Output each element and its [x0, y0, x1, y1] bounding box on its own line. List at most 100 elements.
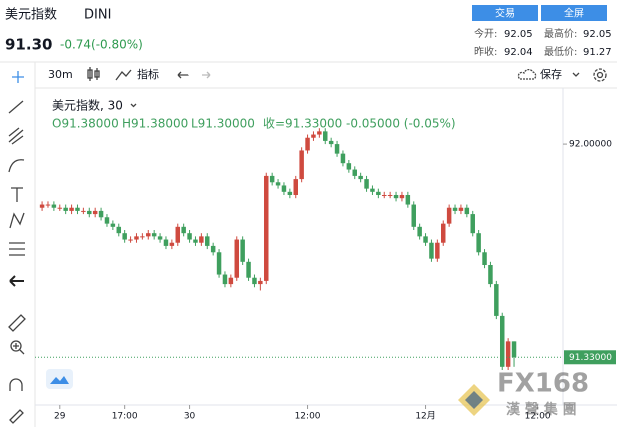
candle-body [146, 233, 151, 237]
candle-body [228, 277, 234, 285]
redo-icon[interactable] [202, 71, 211, 79]
trade-button[interactable] [472, 5, 538, 21]
interval-button[interactable]: 30m [48, 68, 73, 81]
candle-body [470, 214, 475, 234]
candle-body [216, 252, 222, 275]
candle-body [157, 236, 163, 240]
candle-type-icon[interactable] [87, 67, 100, 81]
last-price-box [564, 350, 616, 365]
candle-body [452, 207, 458, 211]
candle-body [104, 217, 110, 224]
x-tick-label: 17:00 [112, 412, 138, 422]
candle-body [346, 163, 352, 170]
trade-button-label[interactable]: 交易 [495, 7, 515, 20]
stat-value: 92.05 [504, 29, 533, 40]
candle-body [98, 210, 104, 218]
stat-label: 最低价: [544, 45, 577, 58]
candle-body [488, 265, 493, 285]
candle-body [275, 182, 281, 186]
indicator-icon[interactable] [115, 69, 132, 81]
candle-body [205, 236, 210, 246]
candle-body [39, 204, 45, 208]
chart-title-menu[interactable] [130, 103, 137, 108]
candle-body [399, 195, 405, 199]
candle-body [299, 150, 304, 180]
x-tick-label: 12月 [415, 411, 435, 422]
candle-body [140, 236, 145, 238]
candle-body [45, 204, 51, 206]
candle-body [128, 239, 133, 241]
fullscreen-button-label[interactable]: 全屏 [564, 7, 584, 20]
watermark-logo-inner [465, 391, 483, 409]
candle-body [87, 210, 92, 215]
legend-value: 收=91.33000 [263, 117, 342, 131]
candle-body [446, 207, 452, 224]
candle-body [264, 175, 269, 281]
candle-body [51, 204, 57, 208]
x-tick-label: 30 [184, 412, 196, 422]
x-tick-label: 12:00 [295, 412, 321, 422]
save-button[interactable]: 保存 [540, 67, 562, 81]
drawing-tools[interactable] [8, 71, 26, 424]
candle-body [269, 175, 275, 183]
candle-body [281, 185, 287, 192]
fullscreen-button[interactable] [541, 5, 607, 21]
candle-body [199, 236, 204, 243]
candle-body [334, 144, 340, 154]
last-price-label: 91.33000 [569, 353, 612, 363]
x-tick-label: 12:00 [525, 412, 551, 422]
candle-body [387, 195, 393, 196]
stat-value: 92.05 [583, 29, 612, 40]
candle-body [352, 169, 357, 176]
stat-label: 今开: [474, 27, 497, 40]
candle-body [364, 179, 369, 189]
stat-label: 昨收: [474, 45, 497, 58]
candle-body [193, 239, 198, 243]
legend-value: -0.05000 (-0.05%) [346, 117, 456, 131]
candle-body [181, 226, 186, 234]
settings-icon-center [596, 71, 604, 79]
candle-body [163, 239, 169, 246]
candle-body [234, 239, 240, 278]
candle-body [69, 207, 74, 211]
ohlc-legend: O91.38000 H91.38000 L91.30000 收=91.33000 -0.… [52, 117, 456, 131]
settings-icon[interactable] [593, 68, 607, 82]
candle-body [187, 233, 192, 240]
price-change: -0.74(-0.80%) [60, 38, 143, 52]
candle-body [464, 207, 470, 215]
candle-body [482, 252, 487, 265]
candle-body [151, 233, 157, 237]
logo-badge [46, 369, 73, 389]
candle-body [505, 341, 511, 367]
legend-value: O91.38000 [52, 117, 119, 131]
indicator-button[interactable]: 指标 [137, 67, 159, 81]
candle-body [57, 207, 63, 209]
candle-body [323, 131, 328, 141]
candle-body [75, 207, 80, 211]
candle-body [287, 191, 293, 195]
candle-body [258, 280, 263, 285]
candle-body [411, 204, 416, 227]
y-tick-label: 92.00000 [569, 140, 612, 150]
stat-value: 92.04 [504, 47, 533, 58]
candle-body [63, 207, 68, 211]
candle-body [210, 245, 216, 253]
candle-body [305, 137, 310, 151]
cloud-icon[interactable] [517, 68, 537, 80]
candle-body [222, 274, 228, 285]
candle-body [358, 175, 363, 180]
candle-body [435, 242, 440, 259]
candle-body [311, 134, 316, 138]
save-menu-icon[interactable] [572, 72, 580, 77]
stat-label: 最高价: [544, 27, 577, 40]
candle-body [340, 153, 346, 164]
candle-body [175, 226, 181, 243]
stats: 今开: 92.05 最高价: 92.05 昨收: 92.04 最低价: 91.2… [474, 27, 612, 58]
undo-icon[interactable] [177, 71, 189, 79]
chart-title: 美元指数, 30 [52, 98, 123, 113]
candle-body [440, 223, 446, 243]
legend-value: H91.38000 [122, 117, 188, 131]
price: 91.30 [5, 36, 52, 54]
